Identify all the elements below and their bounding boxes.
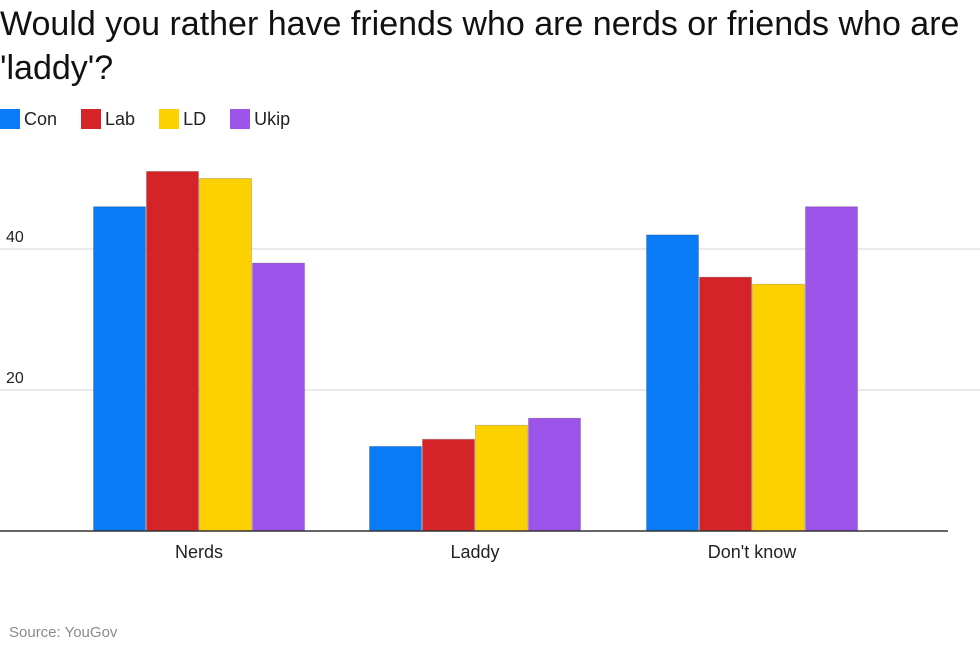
source-note: Source: YouGov <box>9 624 118 641</box>
x-tick-label-don-t-know: Don't know <box>708 542 797 562</box>
legend-item-ukip: Ukip <box>230 109 290 130</box>
bar-nerds-con <box>93 206 146 532</box>
x-tick-label-nerds: Nerds <box>175 542 223 562</box>
bar-laddy-ukip <box>528 417 581 532</box>
legend-label-lab: Lab <box>105 108 136 129</box>
bar-nerds-ld <box>199 178 252 532</box>
legend-swatch-lab <box>81 109 102 129</box>
bar-nerds-lab <box>146 170 199 532</box>
legend-swatch-con <box>0 109 20 129</box>
legend: Con Lab LD Ukip <box>0 108 314 130</box>
bar-don-t-know-ld <box>752 283 805 532</box>
y-tick-label-20: 20 <box>6 370 24 387</box>
legend-swatch-ukip <box>230 109 251 129</box>
legend-item-lab: Lab <box>81 109 135 130</box>
bar-don-t-know-lab <box>699 276 752 532</box>
bar-don-t-know-con <box>646 234 699 532</box>
y-tick-label-40: 40 <box>6 229 24 246</box>
chart-title: Would you rather have friends who are ne… <box>0 5 960 87</box>
x-tick-label-laddy: Laddy <box>450 542 499 562</box>
legend-label-ukip: Ukip <box>254 108 291 129</box>
legend-item-con: Con <box>0 109 57 130</box>
legend-swatch-ld <box>159 109 180 129</box>
legend-label-con: Con <box>24 108 58 129</box>
legend-label-ld: LD <box>183 108 207 129</box>
bar-don-t-know-ukip <box>805 206 858 532</box>
bar-chart: 20 40 Nerds Laddy Don't know <box>0 170 980 562</box>
bar-laddy-ld <box>475 424 528 532</box>
bar-laddy-con <box>369 445 422 532</box>
bar-laddy-lab <box>422 438 475 532</box>
bar-nerds-ukip <box>252 262 305 532</box>
legend-item-ld: LD <box>159 109 206 130</box>
